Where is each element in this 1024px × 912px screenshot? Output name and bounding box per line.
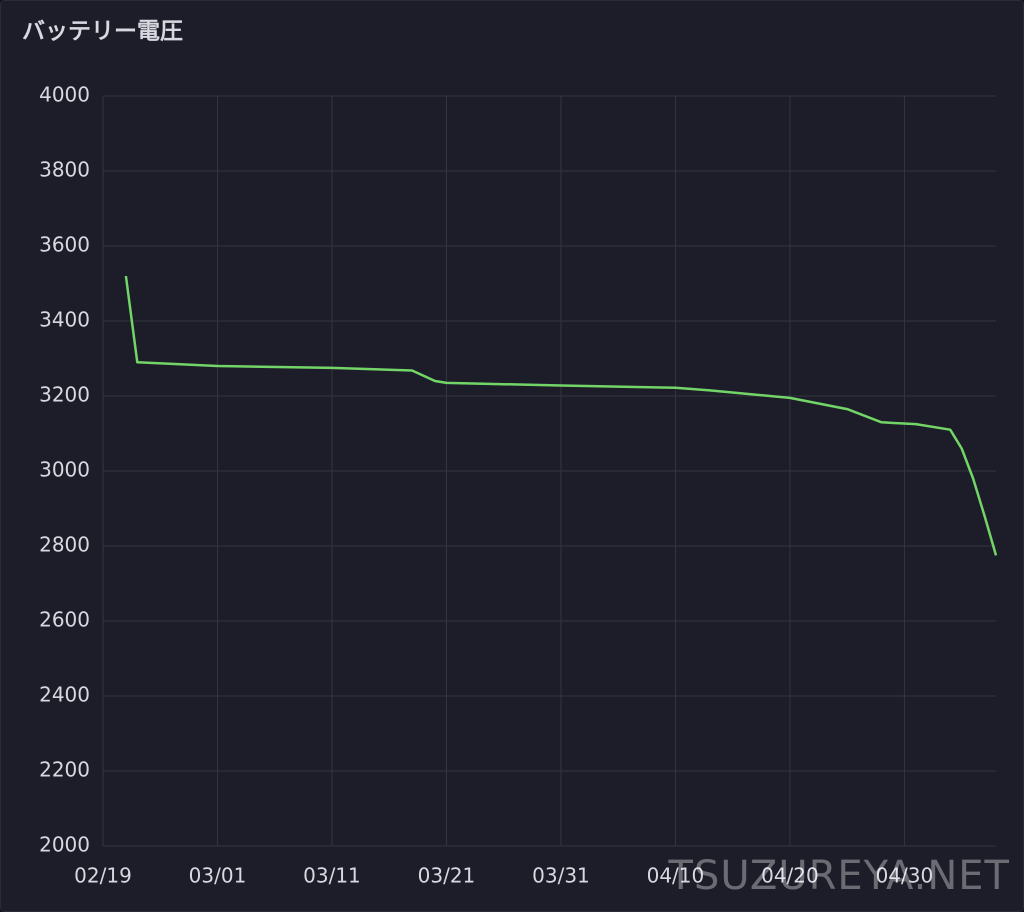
x-tick-label: 04/10: [647, 864, 705, 888]
x-tick-label: 04/30: [876, 864, 934, 888]
y-tick-label: 2800: [39, 533, 90, 557]
x-tick-label: 03/21: [418, 864, 476, 888]
x-tick-label: 03/01: [189, 864, 247, 888]
x-tick-label: 03/31: [532, 864, 590, 888]
watermark: TSUZUREYA.NET: [668, 853, 1010, 899]
y-tick-label: 4000: [39, 83, 90, 107]
y-tick-label: 2600: [39, 608, 90, 632]
x-tick-label: 04/20: [761, 864, 819, 888]
y-tick-label: 3200: [39, 383, 90, 407]
series-line: [124, 275, 998, 556]
y-tick-label: 3400: [39, 308, 90, 332]
y-tick-label: 2400: [39, 683, 90, 707]
y-tick-label: 3600: [39, 233, 90, 257]
y-tick-label: 2000: [39, 833, 90, 857]
y-tick-label: 3000: [39, 458, 90, 482]
x-tick-label: 02/19: [74, 864, 132, 888]
y-tick-label: 3800: [39, 158, 90, 182]
y-tick-label: 2200: [39, 758, 90, 782]
panel-title: バッテリー電圧: [22, 19, 183, 45]
x-tick-label: 03/11: [303, 864, 361, 888]
